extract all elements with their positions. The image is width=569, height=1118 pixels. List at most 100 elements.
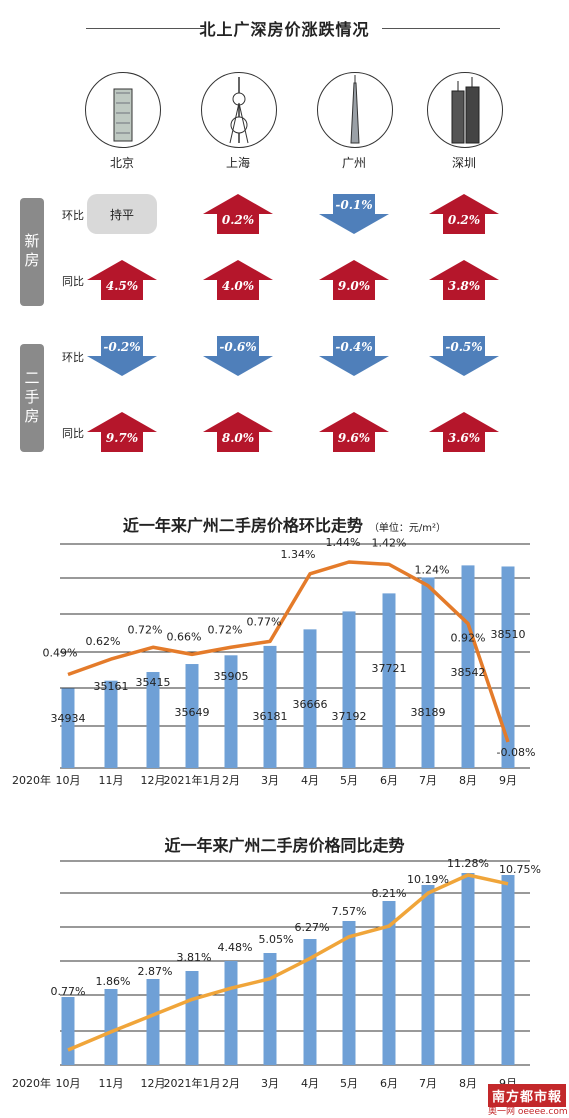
rise-arrow: 8.0% <box>201 410 275 458</box>
bar <box>146 672 160 768</box>
bar-value-label: 37192 <box>332 710 367 723</box>
down-arrow-icon <box>319 194 389 234</box>
rise-arrow: 9.7% <box>85 410 159 458</box>
value-label: 0.77% <box>51 985 86 998</box>
year-label: 2020年 <box>12 1076 51 1090</box>
up-arrow-icon <box>203 260 273 300</box>
line-value-label: 0.72% <box>208 623 243 636</box>
rise-arrow: 3.8% <box>427 258 501 306</box>
up-arrow-icon <box>87 412 157 452</box>
x-tick-label: 12月 <box>141 1077 166 1090</box>
line-value-label: 0.66% <box>167 630 202 643</box>
x-tick-label: 12月 <box>141 774 166 786</box>
x-tick-label: 5月 <box>340 1077 358 1090</box>
line-value-label: -0.08% <box>497 746 536 759</box>
rise-arrow: 9.0% <box>317 258 391 306</box>
value-label: 10.19% <box>407 873 449 886</box>
rise-arrow: 4.5% <box>85 258 159 306</box>
x-tick-label: 3月 <box>261 1077 279 1090</box>
bar-value-label: 35415 <box>136 676 171 689</box>
up-arrow-icon <box>87 260 157 300</box>
change-value: 3.6% <box>448 431 480 445</box>
change-value: 9.0% <box>338 279 370 293</box>
line-series <box>67 873 509 1052</box>
bar <box>263 953 277 1065</box>
bar <box>303 939 317 1065</box>
bar <box>185 664 199 768</box>
x-tick-label: 4月 <box>301 774 319 786</box>
title-rule-left <box>86 28 204 29</box>
x-tick-label: 5月 <box>340 774 358 786</box>
bar-value-label: 37721 <box>372 662 407 675</box>
value-label: 11.28% <box>447 857 489 870</box>
bar-value-label: 36181 <box>253 710 288 723</box>
title-rule-right <box>382 28 500 29</box>
bar <box>501 875 515 1065</box>
line-value-label: 1.44% <box>326 536 361 549</box>
fall-arrow: -0.2% <box>85 334 159 382</box>
line-value-label: 0.62% <box>86 635 121 648</box>
bar-value-label: 35905 <box>214 670 249 683</box>
change-value: 0.2% <box>222 213 254 227</box>
value-label: 7.57% <box>332 905 367 918</box>
x-tick-label: 11月 <box>99 774 124 786</box>
up-arrow-icon <box>203 412 273 452</box>
x-tick-label: 2月 <box>222 1077 240 1090</box>
bar <box>342 611 356 768</box>
fall-arrow: -0.4% <box>317 334 391 382</box>
chart1-title: 近一年来广州二手房价格环比走势 （单位：元/m²） <box>122 516 447 535</box>
change-value: -0.6% <box>219 340 256 354</box>
value-label: 3.81% <box>177 951 212 964</box>
bar <box>224 655 238 768</box>
change-value: -0.1% <box>335 198 372 212</box>
yoy-chart: 0.77% 1.86% 2.87% 3.81% 4.48% 5.05%6.27%7.57%… <box>12 857 541 1090</box>
bar <box>461 873 475 1065</box>
change-value: 4.0% <box>222 279 254 293</box>
line-value-label: 0.77% <box>247 615 282 628</box>
x-tick-label: 8月 <box>459 1077 477 1090</box>
city-label: 上海 <box>225 156 250 170</box>
value-label: 5.05% <box>259 933 294 946</box>
bar <box>421 885 435 1065</box>
value-label: 2.87% <box>138 965 173 978</box>
bar <box>263 645 277 768</box>
line-value-label: 1.24% <box>415 564 450 577</box>
x-tick-label: 2月 <box>222 774 240 786</box>
x-tick-label: 7月 <box>419 1077 437 1090</box>
change-value: 9.7% <box>106 431 138 445</box>
up-arrow-icon <box>319 260 389 300</box>
x-tick-label: 2021年1月 <box>164 773 221 786</box>
change-value: -0.4% <box>335 340 372 354</box>
down-arrow-icon <box>319 336 389 376</box>
change-value: 4.5% <box>106 279 138 293</box>
x-tick-label: 8月 <box>459 774 477 786</box>
change-value: 3.8% <box>448 279 480 293</box>
down-arrow-icon <box>87 336 157 376</box>
mom-chart: 34934 35161 35415 35649 35905 36181 36666 37192… <box>12 536 536 786</box>
bar <box>61 997 75 1065</box>
bar <box>146 979 160 1065</box>
x-tick-label: 9月 <box>499 774 517 786</box>
change-value: 0.2% <box>448 213 480 227</box>
value-label: 10.75% <box>499 863 541 876</box>
x-tick-label: 6月 <box>380 774 398 786</box>
bar <box>303 629 317 768</box>
x-tick-label: 10月 <box>56 774 81 786</box>
value-label: 8.21% <box>372 887 407 900</box>
bar-value-label: 38542 <box>451 666 486 679</box>
flat-badge: 持平 <box>87 194 157 234</box>
down-arrow-icon <box>203 336 273 376</box>
value-label: 1.86% <box>96 975 131 988</box>
bar <box>185 971 199 1065</box>
bar <box>501 566 515 768</box>
landmark-illustration <box>201 72 277 148</box>
up-arrow-icon <box>429 412 499 452</box>
bar <box>421 577 435 768</box>
bar <box>342 921 356 1065</box>
page-title: 北上广深房价涨跌情况 <box>199 20 370 39</box>
bar <box>61 688 75 768</box>
x-tick-label: 2021年1月 <box>164 1076 221 1090</box>
down-arrow-icon <box>429 336 499 376</box>
landmark-illustration <box>427 72 503 148</box>
x-tick-label: 7月 <box>419 774 437 786</box>
